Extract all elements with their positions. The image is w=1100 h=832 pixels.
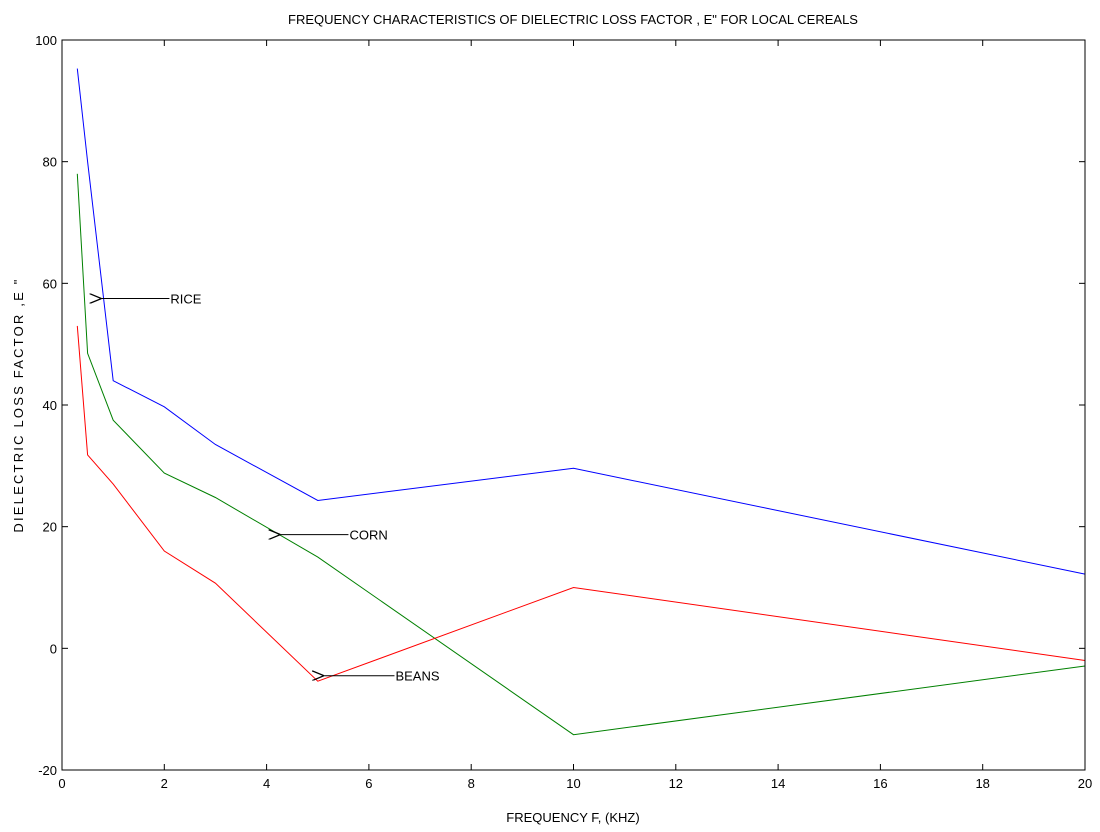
y-tick-label: 80	[43, 155, 57, 170]
y-tick-label: 20	[43, 520, 57, 535]
y-tick-label: 60	[43, 276, 57, 291]
y-tick-label: 100	[35, 33, 57, 48]
series-line-corn	[76, 173, 1086, 736]
annotation-label-corn: CORN	[349, 528, 387, 543]
series-line-beans	[76, 325, 1086, 682]
annotation-label-rice: RICE	[170, 292, 201, 307]
y-axis-label: DIELECTRIC LOSS FACTOR ,E "	[11, 277, 26, 532]
x-tick-label: 8	[468, 776, 475, 791]
x-tick-label: 16	[873, 776, 887, 791]
x-tick-label: 0	[58, 776, 65, 791]
x-tick-label: 12	[669, 776, 683, 791]
x-tick-label: 18	[975, 776, 989, 791]
x-tick-label: 4	[263, 776, 270, 791]
series-line-rice	[76, 68, 1086, 575]
annotation-layer: RICE CORN BEANS	[100, 292, 440, 684]
chart-title: FREQUENCY CHARACTERISTICS OF DIELECTRIC …	[288, 12, 858, 27]
plot-area-frame	[61, 39, 1086, 771]
x-tick-label: 14	[771, 776, 785, 791]
x-tick-label: 6	[365, 776, 372, 791]
y-tick-label: -20	[38, 763, 57, 778]
y-tick-label: 0	[50, 641, 57, 656]
y-tick-label: 40	[43, 398, 57, 413]
annotation-label-beans: BEANS	[395, 669, 439, 684]
x-tick-label: 20	[1078, 776, 1092, 791]
series-layer	[76, 68, 1086, 736]
x-axis-label: FREQUENCY F, (KHZ)	[506, 810, 639, 825]
x-tick-label: 2	[161, 776, 168, 791]
x-tick-label: 10	[566, 776, 580, 791]
